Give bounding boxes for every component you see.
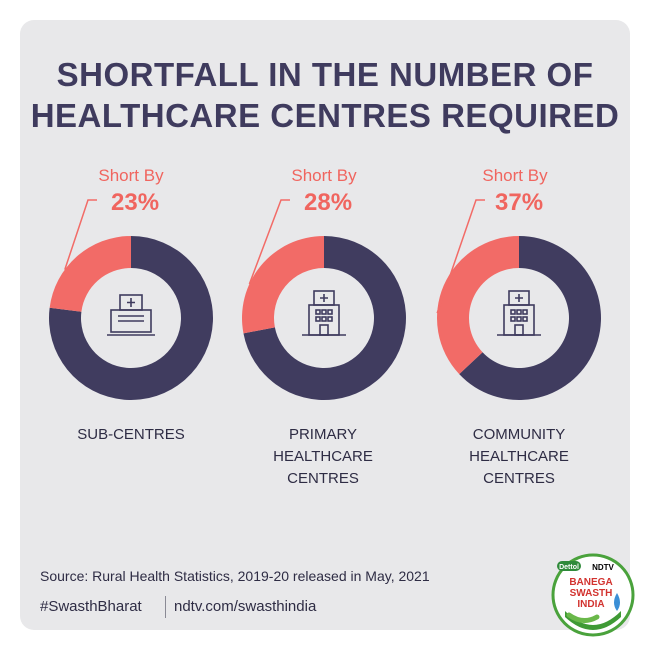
site-link[interactable]: ndtv.com/swasthindia xyxy=(174,598,317,615)
category-line: CENTRES xyxy=(483,470,555,487)
donut-slice-remaining-primary xyxy=(243,236,406,400)
logo-line-1: BANEGA xyxy=(569,577,612,588)
donut-slice-shortfall-primary xyxy=(242,236,324,334)
source-note: Source: Rural Health Statistics, 2019-20… xyxy=(40,568,430,584)
logo-ndtv: NDTV xyxy=(592,563,614,572)
category-line: HEALTHCARE xyxy=(469,448,569,465)
category-line: SUB-CENTRES xyxy=(77,426,185,443)
hospital-icon xyxy=(107,294,155,336)
short-by-label-community: Short By xyxy=(482,166,548,185)
category-line: PRIMARY xyxy=(288,426,358,443)
category-label-community: COMMUNITY HEALTHCARE CENTRES xyxy=(434,424,604,490)
donut-slice-remaining-sub-centres xyxy=(48,236,213,400)
hospital-icon xyxy=(497,290,541,336)
leader-line-primary xyxy=(248,199,290,285)
category-label-primary: PRIMARY HEALTHCARE CENTRES xyxy=(238,424,408,490)
short-by-label-primary: Short By xyxy=(291,166,357,185)
hospital-icon xyxy=(302,290,346,336)
category-line: CENTRES xyxy=(287,470,359,487)
logo-line-2: SWASTH xyxy=(570,588,613,599)
short-by-label-sub-centres: Short By xyxy=(98,166,164,185)
footer-divider xyxy=(165,596,166,618)
category-line: COMMUNITY xyxy=(472,426,566,443)
logo-dettol: Dettol xyxy=(559,564,579,571)
logo-line-3: INDIA xyxy=(577,599,604,610)
data-label-community: 37% xyxy=(495,189,544,216)
donut-slice-shortfall-community xyxy=(436,236,519,375)
category-line: HEALTHCARE xyxy=(273,448,373,465)
leader-line-sub-centres xyxy=(64,199,97,270)
chart-title-line-2: HEALTHCARE CENTRES REQUIRED xyxy=(30,97,620,134)
donut-slice-shortfall-sub-centres xyxy=(49,236,132,312)
category-label-sub-centres: SUB-CENTRES xyxy=(46,424,216,446)
hashtag-link[interactable]: #SwasthBharat xyxy=(40,598,142,615)
banega-swasth-india-logo: Dettol NDTV BANEGA SWASTH INDIA xyxy=(551,553,635,637)
donut-slice-remaining-community xyxy=(459,236,601,400)
data-label-primary: 28% xyxy=(304,189,353,216)
chart-title-line-1: SHORTFALL IN THE NUMBER OF xyxy=(56,56,594,93)
leader-line-community xyxy=(436,199,485,314)
data-label-sub-centres: 23% xyxy=(111,189,160,216)
